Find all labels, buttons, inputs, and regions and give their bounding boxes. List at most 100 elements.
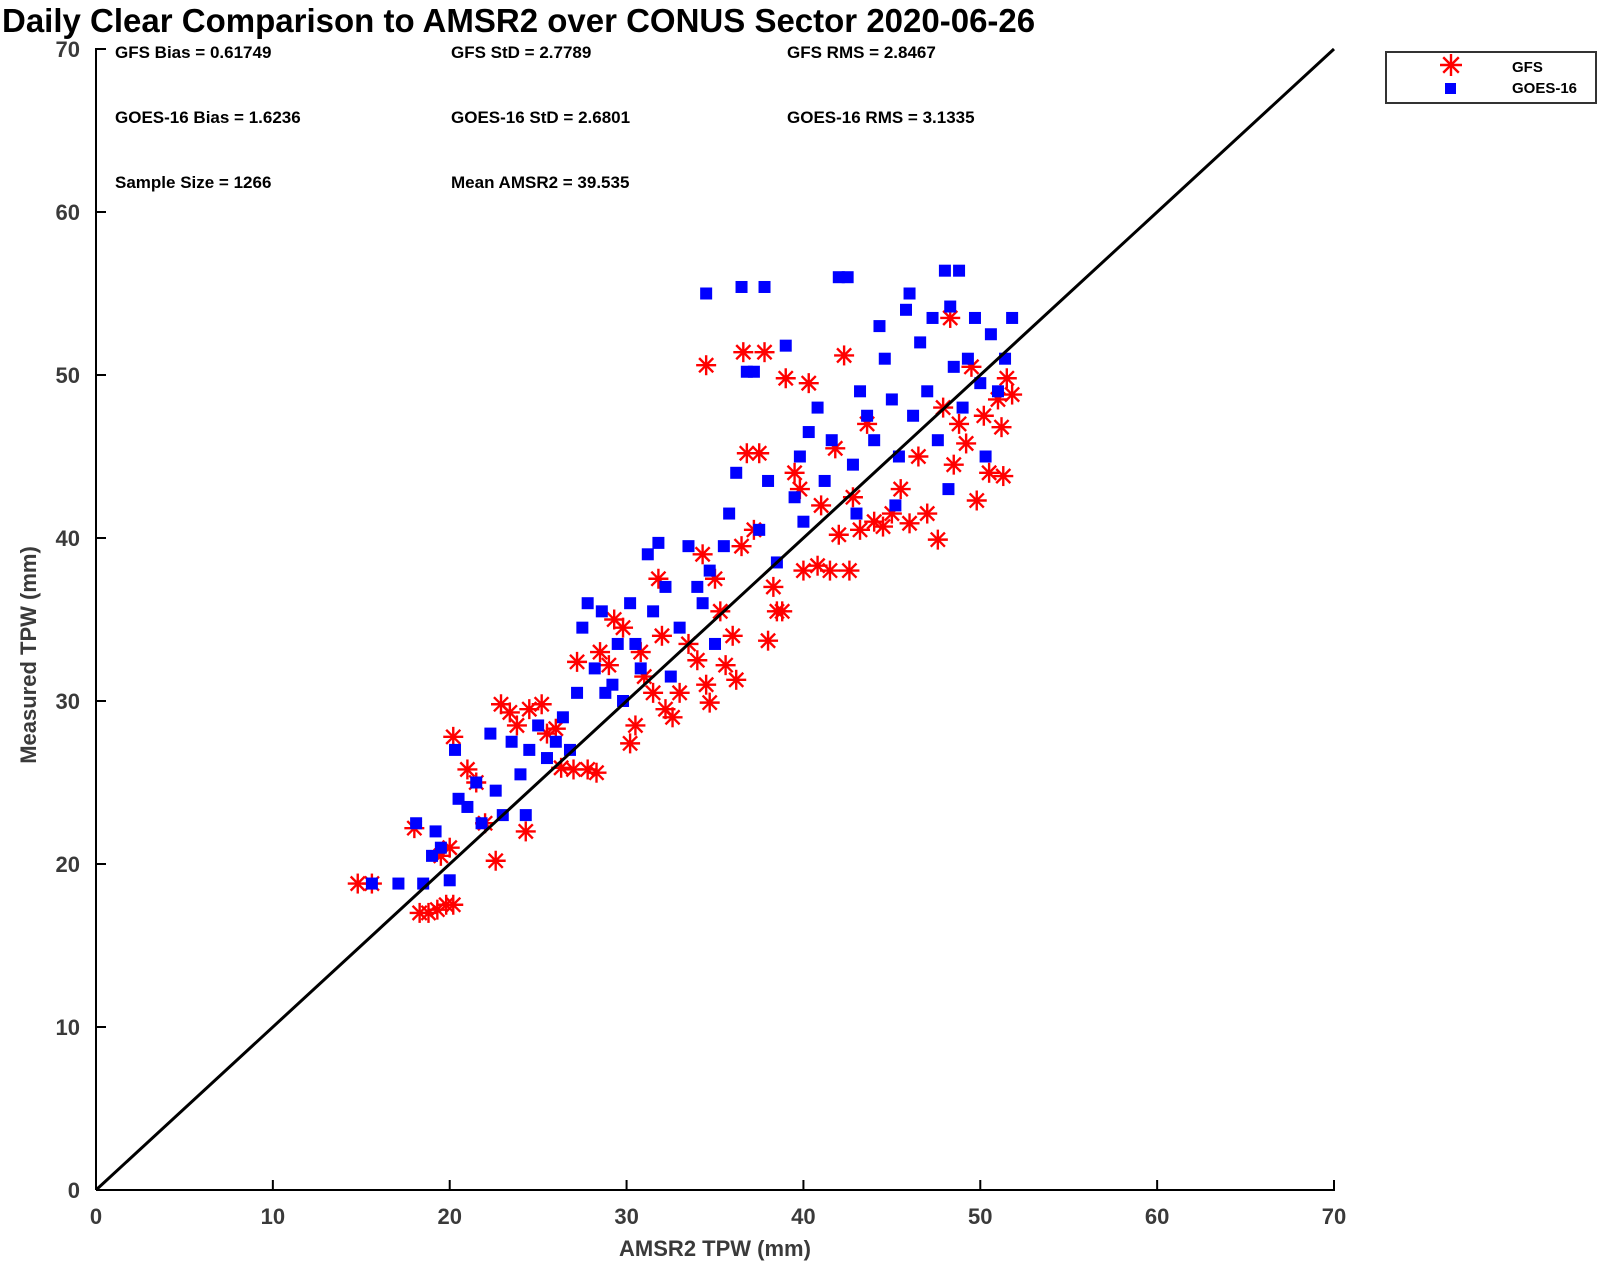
stat-gfs-bias: GFS Bias = 0.61749 <box>115 43 271 62</box>
gfs-point <box>485 850 506 871</box>
goes16-point <box>549 735 562 748</box>
gfs-point <box>775 368 796 389</box>
gfs-point <box>655 699 676 720</box>
goes16-point <box>802 426 815 439</box>
goes16-point <box>634 662 647 675</box>
goes16-point <box>889 499 902 512</box>
goes16-point <box>753 523 766 536</box>
y-tick-label: 20 <box>56 852 80 877</box>
gfs-point <box>696 355 717 376</box>
goes16-point <box>434 841 447 854</box>
goes16-point <box>903 287 916 300</box>
gfs-point <box>531 694 552 715</box>
stat-goes-bias: GOES-16 Bias = 1.6236 <box>115 108 301 127</box>
goes16-point <box>717 540 730 553</box>
gfs-point <box>699 692 720 713</box>
gfs-point <box>798 373 819 394</box>
gfs-point <box>956 433 977 454</box>
gfs-point <box>754 342 775 363</box>
goes16-point <box>624 597 637 610</box>
goes16-point <box>449 743 462 756</box>
goes16-point <box>907 409 920 422</box>
x-tick-label: 20 <box>437 1204 461 1229</box>
y-tick-label: 0 <box>68 1178 80 1203</box>
goes16-point <box>470 776 483 789</box>
goes16-point <box>429 825 442 838</box>
legend: GFS GOES-16 <box>1385 51 1597 104</box>
legend-gfs-marker <box>1440 54 1462 76</box>
gfs-point <box>908 446 929 467</box>
goes16-point <box>921 385 934 398</box>
goes16-point <box>947 360 960 373</box>
gfs-point <box>613 617 634 638</box>
goes16-point <box>1006 311 1019 324</box>
goes16-point <box>944 300 957 313</box>
goes16-point <box>991 385 1004 398</box>
goes16-point <box>979 450 992 463</box>
gfs-point <box>784 462 805 483</box>
gfs-point <box>850 519 871 540</box>
goes16-point <box>747 365 760 378</box>
goes16-point <box>571 686 584 699</box>
goes16-point <box>788 491 801 504</box>
gfs-point <box>793 560 814 581</box>
y-axis-ticks: 0 10 20 30 40 50 60 70 <box>56 37 106 1203</box>
goes16-point <box>652 536 665 549</box>
gfs-point <box>1002 384 1023 405</box>
x-tick-label: 70 <box>1322 1204 1346 1229</box>
x-tick-label: 30 <box>614 1204 638 1229</box>
gfs-point <box>890 479 911 500</box>
goes16-point <box>841 271 854 284</box>
goes16-point <box>953 264 966 277</box>
gfs-point <box>586 762 607 783</box>
x-tick-label: 10 <box>261 1204 285 1229</box>
goes16-point <box>581 597 594 610</box>
y-axis-label: Measured TPW (mm) <box>16 546 41 764</box>
goes16-point <box>505 735 518 748</box>
goes16-point <box>673 621 686 634</box>
x-axis-label: AMSR2 TPW (mm) <box>619 1236 811 1261</box>
goes16-point <box>878 352 891 365</box>
goes16-point <box>703 564 716 577</box>
goes16-point <box>811 401 824 414</box>
goes16-point <box>854 385 867 398</box>
gfs-point <box>996 368 1017 389</box>
y-tick-label: 70 <box>56 37 80 62</box>
gfs-point <box>966 490 987 511</box>
goes16-point <box>956 401 969 414</box>
x-axis-ticks: 0 10 20 30 40 50 60 70 <box>90 1180 1346 1229</box>
gfs-point <box>669 682 690 703</box>
goes16-point <box>758 280 771 293</box>
goes16-point <box>392 877 405 890</box>
gfs-point <box>758 630 779 651</box>
gfs-point <box>828 524 849 545</box>
gfs-point <box>726 669 747 690</box>
legend-gfs-asterisk <box>1440 54 1462 76</box>
gfs-point <box>772 601 793 622</box>
goes16-point <box>563 743 576 756</box>
gfs-point <box>763 576 784 597</box>
goes16-point <box>938 264 951 277</box>
goes16-point <box>588 662 601 675</box>
goes16-point <box>519 809 532 822</box>
goes16-point <box>611 637 624 650</box>
y-tick-label: 50 <box>56 363 80 388</box>
goes16-point <box>617 695 630 707</box>
goes16-point <box>556 711 569 724</box>
gfs-point <box>979 462 1000 483</box>
gfs-point <box>715 655 736 676</box>
gfs-point <box>949 413 970 434</box>
gfs-point <box>515 821 536 842</box>
goes16-point <box>696 597 709 610</box>
legend-goes16-marker <box>1445 83 1456 94</box>
stat-sample-size: Sample Size = 1266 <box>115 173 271 192</box>
gfs-point <box>457 759 478 780</box>
y-tick-label: 10 <box>56 1015 80 1040</box>
goes16-point <box>793 450 806 463</box>
gfs-point <box>710 601 731 622</box>
goes16-point <box>514 768 527 781</box>
gfs-point <box>917 503 938 524</box>
goes16-point <box>475 817 488 830</box>
